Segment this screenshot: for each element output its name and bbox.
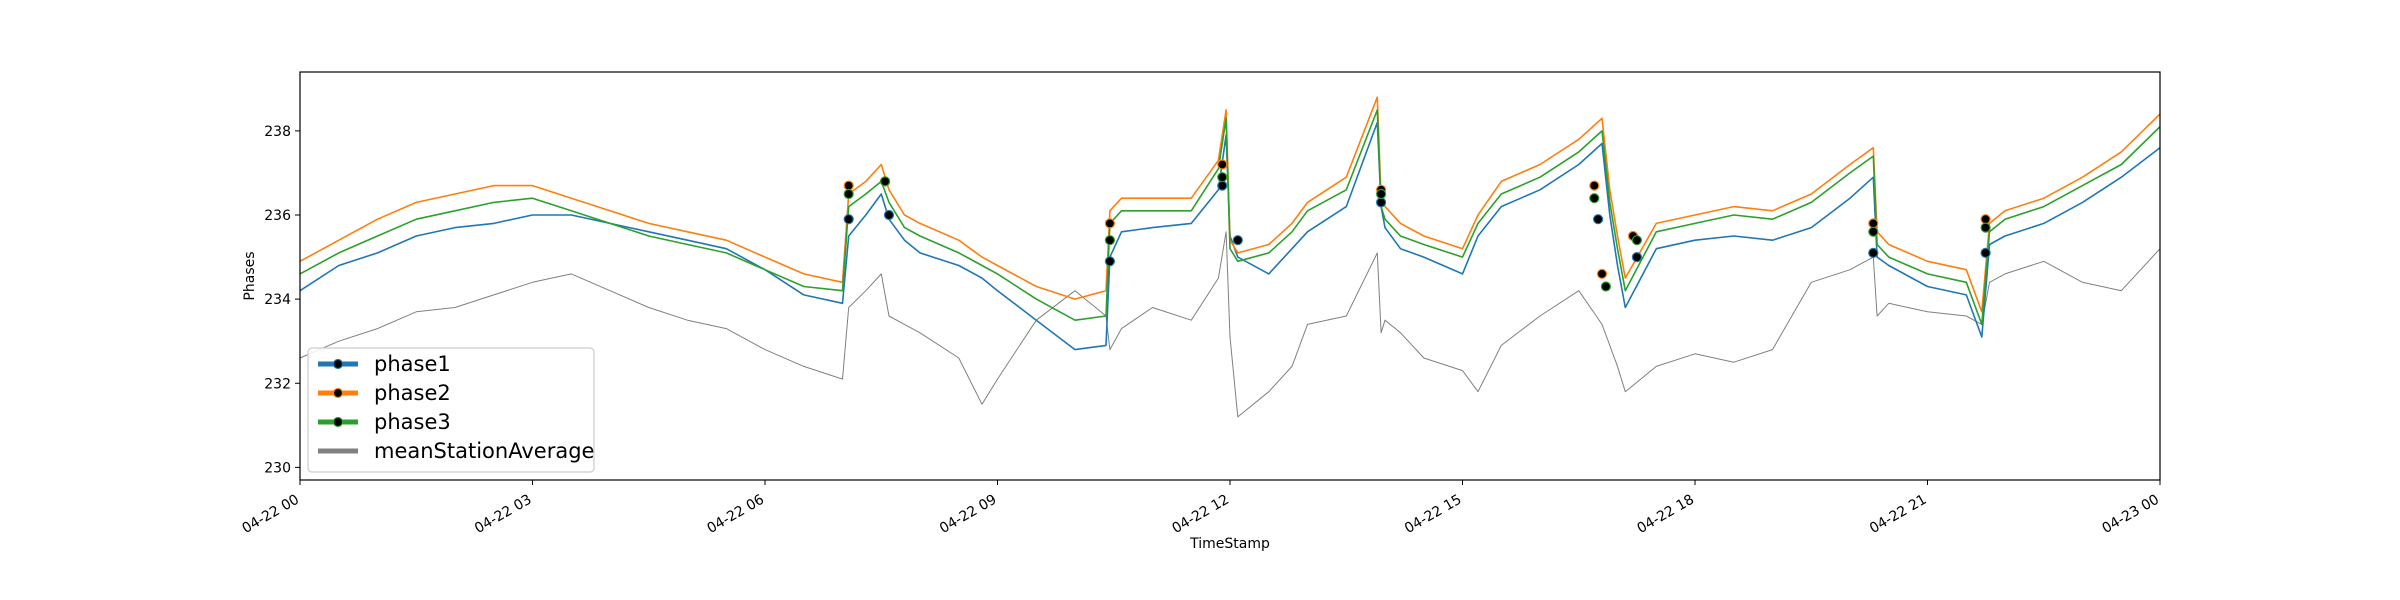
- y-tick-label: 238: [264, 124, 291, 140]
- marker-phase3: [1217, 172, 1228, 183]
- y-axis: 230 232 234 236 238: [264, 124, 300, 476]
- marker-phase3: [1589, 193, 1600, 204]
- marker-phase2: [1868, 218, 1879, 229]
- y-tick-label: 234: [264, 292, 291, 308]
- marker-phase1: [883, 209, 895, 221]
- marker-phase1: [1592, 214, 1604, 225]
- legend-label-meanStationAverage: meanStationAverage: [374, 439, 594, 463]
- series-line-phase2: [299, 96, 2161, 313]
- legend-box: [307, 347, 595, 473]
- marker-phase2: [843, 180, 854, 191]
- marker-phase3: [1868, 226, 1879, 237]
- legend-label-phase2: phase2: [374, 381, 451, 405]
- legend-marker-phase2: [332, 387, 344, 399]
- marker-phase2: [1980, 214, 1991, 225]
- marker-phase2: [1104, 218, 1116, 229]
- marker-phase1: [1868, 247, 1879, 258]
- marker-phase1: [843, 214, 854, 225]
- y-tick-label: 236: [264, 208, 291, 224]
- marker-phase1: [1631, 252, 1643, 263]
- y-axis-title: Phases: [242, 251, 258, 300]
- legend-label-phase1: phase1: [374, 352, 451, 376]
- legend-label-phase3: phase3: [374, 410, 451, 434]
- marker-phase3: [879, 176, 891, 187]
- y-tick-label: 230: [264, 460, 291, 476]
- series-line-phase3: [299, 109, 2161, 326]
- marker-phase1: [1232, 235, 1243, 246]
- marker-phase1: [1980, 247, 1991, 258]
- legend: phase1 phase2 phase3 meanStationAverage: [307, 347, 595, 473]
- legend-marker-phase3: [332, 416, 344, 428]
- y-tick-label: 232: [264, 376, 291, 392]
- marker-phase1: [1217, 180, 1228, 191]
- x-axis-title: TimeStamp: [1189, 536, 1270, 552]
- marker-phase3: [1600, 281, 1612, 292]
- marker-phase3: [1104, 235, 1116, 246]
- plot-area: [300, 72, 2160, 480]
- legend-marker-phase1: [332, 358, 344, 370]
- series-layer: [299, 96, 2161, 418]
- marker-phase1: [1375, 197, 1387, 208]
- marker-phase3: [1631, 235, 1643, 246]
- marker-phase3: [1375, 188, 1387, 200]
- marker-phase3: [843, 188, 854, 200]
- marker-phase2: [1217, 159, 1228, 170]
- marker-phase2: [1596, 268, 1608, 279]
- marker-layer: [843, 159, 1991, 292]
- marker-phase2: [1589, 180, 1600, 191]
- marker-phase3: [1980, 222, 1991, 233]
- series-line-phase1: [299, 121, 2161, 351]
- series-line-meanStationAverage: [299, 231, 2161, 418]
- marker-phase1: [1104, 256, 1116, 267]
